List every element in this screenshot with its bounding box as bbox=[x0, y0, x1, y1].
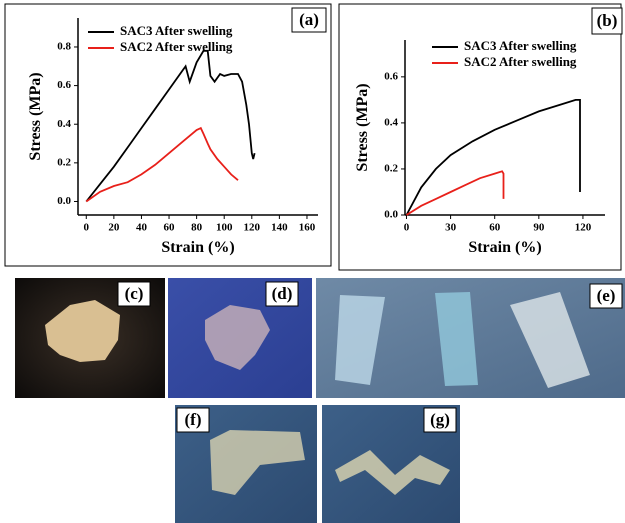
legend-label: SAC3 After swelling bbox=[464, 38, 577, 53]
x-tick-label: 30 bbox=[445, 222, 457, 234]
x-tick-label: 120 bbox=[244, 222, 261, 234]
x-axis-title: Strain (%) bbox=[161, 239, 234, 256]
legend-label: SAC3 After swelling bbox=[120, 23, 233, 38]
y-tick-label: 0.2 bbox=[57, 156, 71, 168]
photo-label: (g) bbox=[430, 410, 450, 429]
y-tick-label: 0.4 bbox=[384, 116, 398, 128]
x-tick-label: 90 bbox=[533, 222, 545, 234]
figure: (c) (d) (e) (f) (g) 0 20 40 60 80 100 120 140 160 0.0… bbox=[0, 0, 625, 523]
x-tick-label: 120 bbox=[575, 222, 592, 234]
x-tick-label: 0 bbox=[84, 222, 90, 234]
photo-label: (c) bbox=[125, 284, 144, 303]
x-axis-title: Strain (%) bbox=[468, 239, 541, 256]
x-tick-label: 80 bbox=[191, 222, 203, 234]
photo-label: (d) bbox=[272, 284, 293, 303]
y-tick-label: 0.8 bbox=[57, 41, 71, 53]
x-tick-label: 40 bbox=[136, 222, 148, 234]
x-tick-label: 60 bbox=[164, 222, 176, 234]
x-tick-label: 60 bbox=[489, 222, 501, 234]
x-tick-label: 140 bbox=[271, 222, 288, 234]
photo-label: (f) bbox=[185, 410, 202, 429]
x-tick-label: 20 bbox=[108, 222, 120, 234]
y-tick-label: 0.2 bbox=[384, 162, 398, 174]
series-line bbox=[407, 171, 504, 215]
y-axis-title: Stress (MPa) bbox=[354, 83, 371, 171]
legend-label: SAC2 After swelling bbox=[120, 39, 233, 54]
series-line bbox=[86, 51, 254, 202]
x-tick-label: 100 bbox=[216, 222, 233, 234]
y-tick-label: 0.4 bbox=[57, 118, 71, 130]
photo-label: (e) bbox=[597, 286, 616, 305]
y-tick-label: 0.0 bbox=[57, 195, 71, 207]
series-line bbox=[407, 100, 581, 215]
legend-label: SAC2 After swelling bbox=[464, 54, 577, 69]
x-tick-label: 0 bbox=[404, 222, 410, 234]
x-tick-label: 160 bbox=[299, 222, 316, 234]
y-axis-title: Stress (MPa) bbox=[27, 72, 44, 160]
y-tick-label: 0.0 bbox=[384, 209, 398, 221]
series-line bbox=[86, 128, 238, 201]
y-tick-label: 0.6 bbox=[384, 70, 398, 82]
panel-label: (a) bbox=[299, 10, 319, 29]
panel-label: (b) bbox=[597, 11, 618, 30]
y-tick-label: 0.6 bbox=[57, 79, 71, 91]
figure-canvas: (c) (d) (e) (f) (g) 0 20 40 60 80 100 120 140 160 0.0… bbox=[0, 0, 625, 523]
